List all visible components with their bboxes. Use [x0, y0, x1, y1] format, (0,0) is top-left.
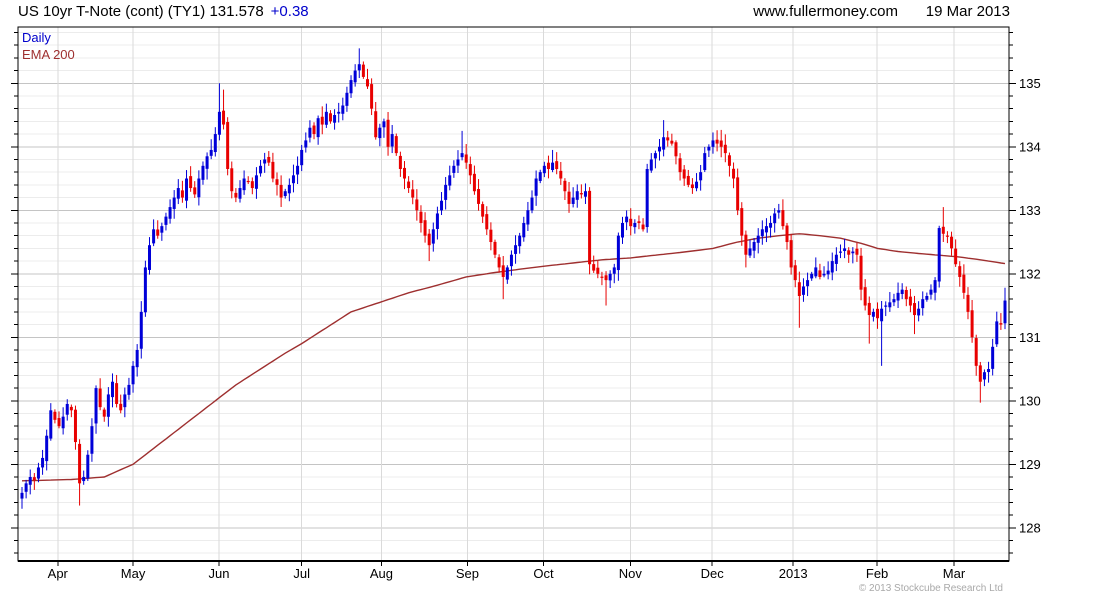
x-axis-month-label: Jun [209, 566, 230, 581]
x-axis-month-label: Dec [701, 566, 725, 581]
y-axis-tick-label: 130 [1019, 393, 1041, 408]
gridlines-vertical [57, 27, 955, 561]
x-axis-month-label: 2013 [779, 566, 808, 581]
chart-title: US 10yr T-Note (cont) (TY1) 131.578 +0.38 [18, 3, 309, 20]
x-axis-month-label: Oct [533, 566, 554, 581]
instrument-and-price: US 10yr T-Note (cont) (TY1) 131.578 [18, 3, 264, 20]
legend: Daily EMA 200 [22, 29, 75, 63]
chart-date: 19 Mar 2013 [925, 3, 1010, 20]
y-axis-labels: 128 129 130 131 132 133 134 135 [1019, 76, 1041, 536]
x-axis-month-label: Nov [619, 566, 643, 581]
candles-layer [20, 48, 1007, 509]
plot-border-and-ticks [11, 26, 1016, 566]
x-axis-month-label: May [121, 566, 146, 581]
watermark: www.fullermoney.com [753, 3, 898, 20]
y-axis-tick-label: 129 [1019, 457, 1041, 472]
legend-timeframe: Daily [22, 30, 51, 45]
copyright-notice: © 2013 Stockcube Research Ltd [858, 583, 1003, 594]
x-axis-month-label: Jul [293, 566, 310, 581]
y-axis-tick-label: 131 [1019, 330, 1041, 345]
x-axis-month-label: Apr [48, 566, 69, 581]
x-axis-labels: Apr May Jun Jul Aug Sep Oct Nov Dec 2013 Feb Mar [48, 566, 966, 581]
price-change: +0.38 [270, 3, 309, 20]
x-axis-month-label: Sep [456, 566, 479, 581]
y-axis-tick-label: 132 [1019, 266, 1041, 281]
y-axis-tick-label: 133 [1019, 203, 1041, 218]
x-axis-month-label: Feb [866, 566, 888, 581]
legend-overlay-ema: EMA 200 [22, 47, 75, 62]
x-axis-month-label: Mar [943, 566, 966, 581]
x-axis-month-label: Aug [370, 566, 393, 581]
y-axis-tick-label: 134 [1019, 139, 1041, 154]
gridlines-major [18, 82, 1009, 529]
ema-200-line [21, 233, 1006, 482]
gridlines-minor [18, 31, 1009, 554]
y-axis-tick-label: 128 [1019, 520, 1041, 535]
y-axis-tick-label: 135 [1019, 76, 1041, 91]
